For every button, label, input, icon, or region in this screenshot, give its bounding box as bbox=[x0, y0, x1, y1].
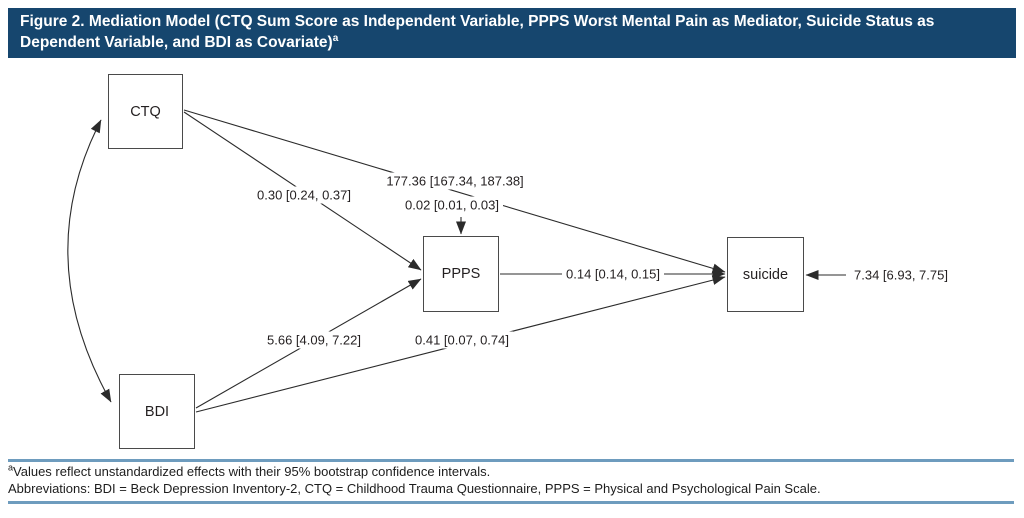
figure-title: Figure 2. Mediation Model (CTQ Sum Score… bbox=[20, 13, 935, 51]
path-label-suicide-intercept: 7.34 [6.93, 7.75] bbox=[850, 266, 952, 284]
footnote-text: Values reflect unstandardized effects wi… bbox=[13, 464, 491, 479]
figure-title-bar: Figure 2. Mediation Model (CTQ Sum Score… bbox=[8, 8, 1016, 58]
footnote-marker: a bbox=[8, 462, 14, 473]
ctq-box: CTQ bbox=[108, 74, 183, 149]
bdi-box: BDI bbox=[119, 374, 195, 449]
suicide-box: suicide bbox=[727, 237, 804, 312]
path-label-ctq-ppps: 0.30 [0.24, 0.37] bbox=[253, 186, 355, 204]
path-label-bdi-ppps: 5.66 [4.09, 7.22] bbox=[263, 331, 365, 349]
footnote-line: aValues reflect unstandardized effects w… bbox=[8, 462, 1008, 481]
path-label-ctq-suicide: 0.02 [0.01, 0.03] bbox=[401, 196, 503, 214]
bdi-box-label: BDI bbox=[144, 403, 170, 420]
abbreviations-line: Abbreviations: BDI = Beck Depression Inv… bbox=[8, 480, 821, 496]
footer-rule-bottom bbox=[8, 501, 1014, 504]
ppps-box: PPPS bbox=[423, 236, 499, 312]
path-label-ppps-suicide: 0.14 [0.14, 0.15] bbox=[562, 265, 664, 283]
footnotes: aValues reflect unstandardized effects w… bbox=[8, 462, 1008, 497]
figure-title-footnote-marker: a bbox=[332, 32, 339, 44]
path-label-bdi-suicide: 0.41 [0.07, 0.74] bbox=[411, 331, 513, 349]
ctq-box-label: CTQ bbox=[130, 103, 161, 120]
ppps-box-label: PPPS bbox=[441, 266, 481, 282]
footer-rule-top bbox=[8, 459, 1014, 462]
path-label-ppps-intercept: 177.36 [167.34, 187.38] bbox=[382, 172, 528, 190]
suicide-box-label: suicide bbox=[742, 266, 789, 283]
covariance-arc-ctq-bdi bbox=[67, 119, 112, 403]
arrow-ctq-to-suicide bbox=[183, 109, 726, 274]
